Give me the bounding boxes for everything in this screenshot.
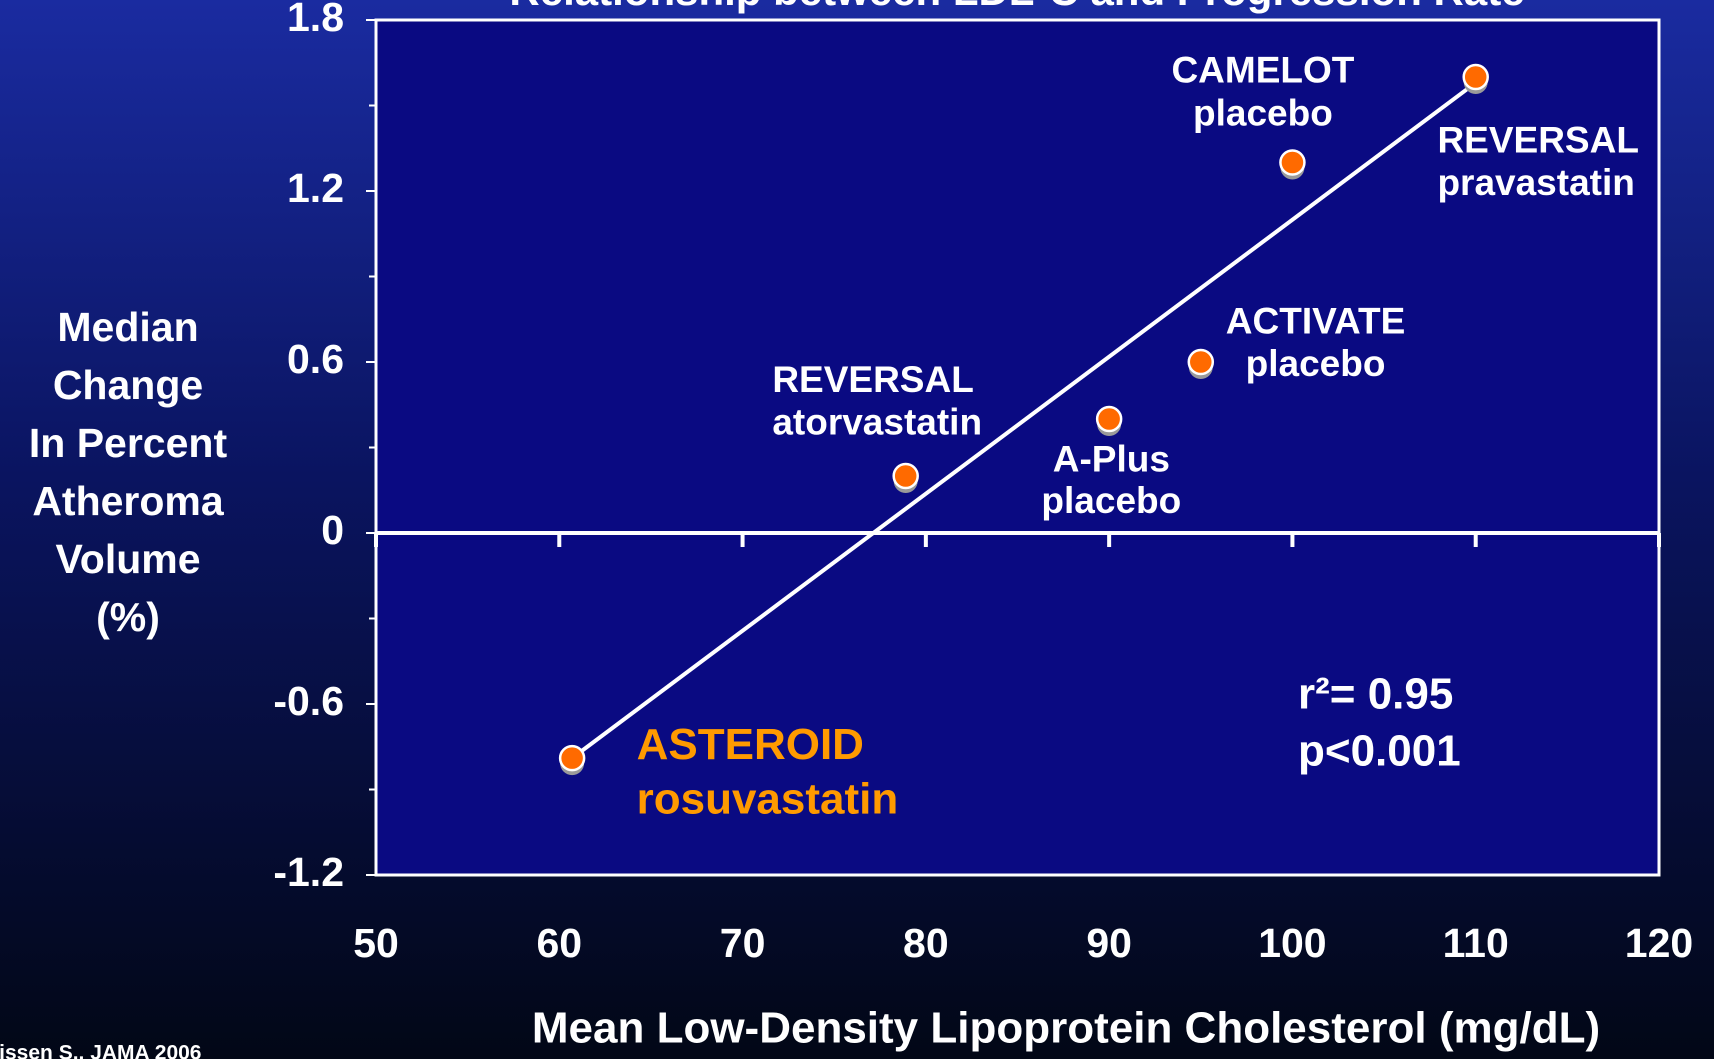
point-label: placebo: [1193, 92, 1333, 133]
point-label: REVERSAL: [772, 359, 973, 400]
y-tick-label: -1.2: [273, 849, 344, 895]
x-tick-label: 110: [1443, 920, 1509, 966]
chart-title: Relationship between LDL-C and Progressi…: [509, 0, 1524, 14]
annotation: r²= 0.95: [1298, 670, 1453, 719]
x-tick-label: 120: [1625, 920, 1693, 966]
y-tick-label: 0: [321, 507, 344, 553]
x-tick-label: 90: [1086, 920, 1132, 966]
plot-area: [374, 18, 1661, 877]
x-tick-label: 50: [353, 920, 399, 966]
y-tick-label: -0.6: [273, 678, 344, 724]
point-label: CAMELOT: [1171, 50, 1354, 91]
marker: [558, 744, 586, 772]
y-tick-label: 1.2: [287, 165, 344, 211]
point-label: rosuvastatin: [637, 774, 899, 823]
point-label: A-Plus: [1053, 438, 1170, 479]
point-label: REVERSAL: [1437, 119, 1638, 160]
point-label: atorvastatin: [772, 401, 982, 442]
y-axis-label: In Percent: [29, 420, 228, 466]
y-axis-label: Volume: [55, 536, 200, 582]
y-axis-label: Change: [53, 362, 203, 408]
y-axis-label: Atheroma: [32, 478, 225, 524]
x-tick-label: 100: [1258, 920, 1326, 966]
source-note: Nissen S., JAMA 2006: [0, 1042, 202, 1059]
x-tick-label: 70: [720, 920, 766, 966]
x-tick-label: 60: [536, 920, 582, 966]
point-label: pravastatin: [1437, 162, 1634, 203]
point-label: placebo: [1246, 343, 1386, 384]
point-label: placebo: [1041, 480, 1181, 521]
point-label: ASTEROID: [637, 720, 864, 769]
x-tick-label: 80: [903, 920, 949, 966]
x-axis-label: Mean Low-Density Lipoprotein Cholesterol…: [532, 1004, 1600, 1053]
marker: [1462, 63, 1489, 91]
marker: [1095, 405, 1123, 433]
marker: [1187, 348, 1215, 376]
marker: [1279, 149, 1306, 176]
annotation: p<0.001: [1298, 727, 1461, 776]
point-label: ACTIVATE: [1226, 301, 1406, 342]
y-axis-label: Median: [57, 304, 198, 350]
trend-line: [570, 81, 1477, 760]
y-axis-label: (%): [96, 594, 160, 640]
y-tick-label: 0.6: [287, 336, 344, 382]
marker: [892, 462, 919, 490]
y-tick-label: 1.8: [287, 0, 344, 40]
